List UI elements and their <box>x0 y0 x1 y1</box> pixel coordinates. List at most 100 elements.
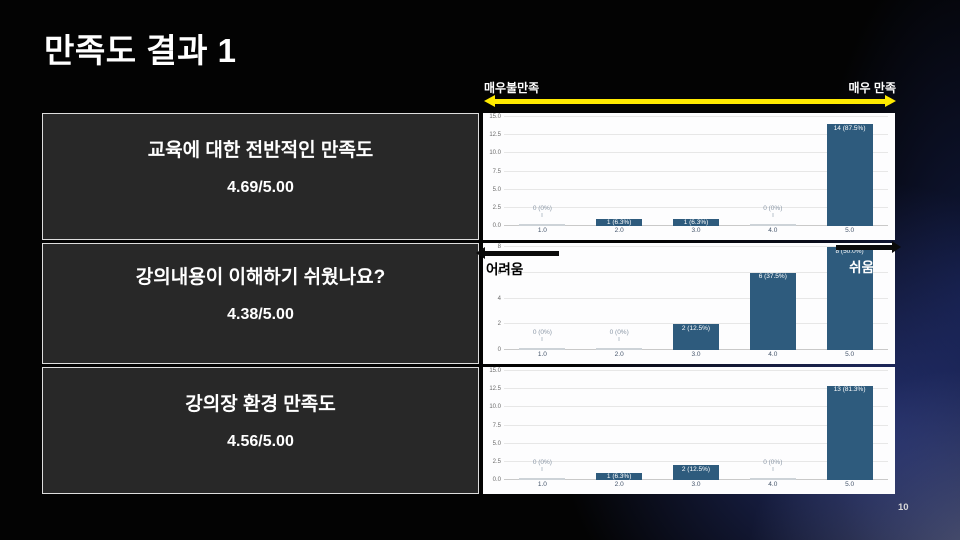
bar-chart-overall-satisfaction: 0.0 2.5 5.0 7.5 10.0 12.5 15.0 0 (0%) 1 (6.3%) 1 … <box>483 113 895 240</box>
bar-value-label: 0 (0%) <box>763 205 783 212</box>
y-axis: 0.0 2.5 5.0 7.5 10.0 12.5 15.0 <box>483 114 504 229</box>
plot-area: 0 (0%) 1 (6.3%) 1 (6.3%) 0 (0%) 14 (87.5%) <box>504 116 888 227</box>
y-axis-tick: 4 <box>497 295 501 302</box>
bar-value-label: 2 (12.5%) <box>681 465 711 473</box>
gridline <box>504 271 888 273</box>
question-box-content-understanding: 강의내용이 이해하기 쉬웠나요? 4.38/5.00 <box>42 243 479 364</box>
scale-label-very-dissatisfied: 매우불만족 <box>484 81 540 95</box>
y-axis-tick: 12.5 <box>489 132 501 139</box>
satisfaction-scale-labels: 매우불만족 매우 만족 <box>484 79 896 96</box>
x-axis-tick: 1.0 <box>537 351 547 358</box>
zero-bar <box>519 478 566 480</box>
score-value: 4.38/5.00 <box>227 305 294 323</box>
gridline <box>504 370 888 371</box>
bar-chart-content-understanding: 0 2 4 6 8 0 (0%) 0 (0%) 2 (12.5%) 6 (37.5%) 8 (50… <box>476 241 901 364</box>
gridline <box>504 388 888 390</box>
x-axis-tick: 1.0 <box>537 481 547 488</box>
x-axis-tick: 3.0 <box>691 481 701 488</box>
gridline <box>504 442 888 444</box>
plot-area: 0 (0%) 1 (6.3%) 2 (12.5%) 0 (0%) 13 (81.3%) <box>504 370 888 481</box>
gridline <box>504 116 888 117</box>
bar-value-label: 1 (6.3%) <box>606 473 632 481</box>
zero-tick <box>541 467 543 471</box>
bar-value-label: 1 (6.3%) <box>683 219 709 227</box>
question-box-venue-satisfaction: 강의장 환경 만족도 4.56/5.00 <box>42 367 479 494</box>
y-axis-tick: 10.0 <box>489 150 501 157</box>
y-axis-tick: 2 <box>497 321 501 328</box>
bar-value-label: 13 (81.3%) <box>833 386 866 394</box>
zero-tick <box>772 467 774 471</box>
bar: 14 (87.5%) <box>826 124 873 226</box>
y-axis-tick: 2.5 <box>492 458 501 465</box>
question-text: 교육에 대한 전반적인 만족도 <box>147 139 374 161</box>
bar: 2 (12.5%) <box>672 465 720 480</box>
bar-value-label: 2 (12.5%) <box>681 324 711 332</box>
bar-value-label: 0 (0%) <box>609 329 629 336</box>
y-axis-tick: 5.0 <box>492 186 501 193</box>
double-arrow-icon <box>484 95 896 107</box>
y-axis: 0 2 4 6 8 <box>483 244 504 353</box>
bar: 6 (37.5%) <box>749 272 796 350</box>
y-axis-tick: 10.0 <box>489 404 501 411</box>
y-axis-tick: 0.0 <box>492 223 501 229</box>
zero-tick <box>772 213 774 217</box>
bar: 2 (12.5%) <box>672 324 720 350</box>
y-axis-tick: 15.0 <box>489 368 501 374</box>
x-axis-tick: 2.0 <box>614 481 624 488</box>
y-axis-tick: 5.0 <box>492 440 501 447</box>
x-axis-tick: 3.0 <box>691 351 701 358</box>
x-axis-tick: 4.0 <box>768 227 778 234</box>
question-text: 강의장 환경 만족도 <box>185 393 336 415</box>
question-text: 강의내용이 이해하기 쉬웠나요? <box>135 266 386 288</box>
x-axis-tick: 5.0 <box>845 227 855 234</box>
annotation-difficult: 어려움 <box>486 262 524 277</box>
slide-title: 만족도 결과 1 <box>44 32 237 69</box>
y-axis-tick: 7.5 <box>492 168 501 175</box>
bar: 8 (50.0%) <box>826 247 873 350</box>
zero-bar <box>519 224 566 226</box>
x-axis-tick: 4.0 <box>768 351 778 358</box>
arrow-left-icon <box>476 247 559 259</box>
zero-bar <box>749 478 796 480</box>
bar: 13 (81.3%) <box>826 385 873 480</box>
bar-chart-venue-satisfaction: 0.0 2.5 5.0 7.5 10.0 12.5 15.0 0 (0%) 1 (6.3%) 2 … <box>483 367 895 494</box>
score-value: 4.56/5.00 <box>227 432 294 450</box>
gridline <box>504 323 888 325</box>
x-axis-tick: 5.0 <box>845 481 855 488</box>
y-axis-tick: 12.5 <box>489 386 501 393</box>
x-axis-tick: 2.0 <box>614 351 624 358</box>
bar-value-label: 14 (87.5%) <box>833 124 866 132</box>
bar-value-label: 0 (0%) <box>532 329 552 336</box>
gridline <box>504 424 888 426</box>
bar-value-label: 6 (37.5%) <box>758 273 787 281</box>
x-axis-tick: 4.0 <box>768 481 778 488</box>
x-axis-tick: 3.0 <box>691 227 701 234</box>
bar: 1 (6.3%) <box>672 218 720 227</box>
bar-value-label: 1 (6.3%) <box>606 219 632 227</box>
gridline <box>504 406 888 408</box>
bar-value-label: 0 (0%) <box>532 459 552 466</box>
y-axis-tick: 8 <box>497 244 501 250</box>
page-number: 10 <box>898 502 909 513</box>
gridline <box>504 134 888 136</box>
x-axis: 1.0 2.0 3.0 4.0 5.0 <box>504 227 888 239</box>
arrow-right-icon <box>836 241 901 253</box>
x-axis-tick: 5.0 <box>845 351 855 358</box>
gridline <box>504 246 888 247</box>
zero-bar <box>749 224 796 226</box>
zero-tick <box>618 337 620 341</box>
zero-bar <box>596 348 643 350</box>
gridline <box>504 170 888 172</box>
zero-tick <box>541 337 543 341</box>
annotation-easy: 쉬움 <box>849 260 874 275</box>
y-axis: 0.0 2.5 5.0 7.5 10.0 12.5 15.0 <box>483 368 504 483</box>
gridline <box>504 152 888 154</box>
bar-value-label: 0 (0%) <box>532 205 552 212</box>
y-axis-tick: 2.5 <box>492 204 501 211</box>
scale-label-very-satisfied: 매우 만족 <box>848 81 897 95</box>
y-axis-tick: 7.5 <box>492 422 501 429</box>
plot-area: 0 (0%) 0 (0%) 2 (12.5%) 6 (37.5%) 8 (50.0%) <box>504 246 888 350</box>
score-value: 4.69/5.00 <box>227 178 294 196</box>
y-axis-tick: 6 <box>497 269 501 276</box>
